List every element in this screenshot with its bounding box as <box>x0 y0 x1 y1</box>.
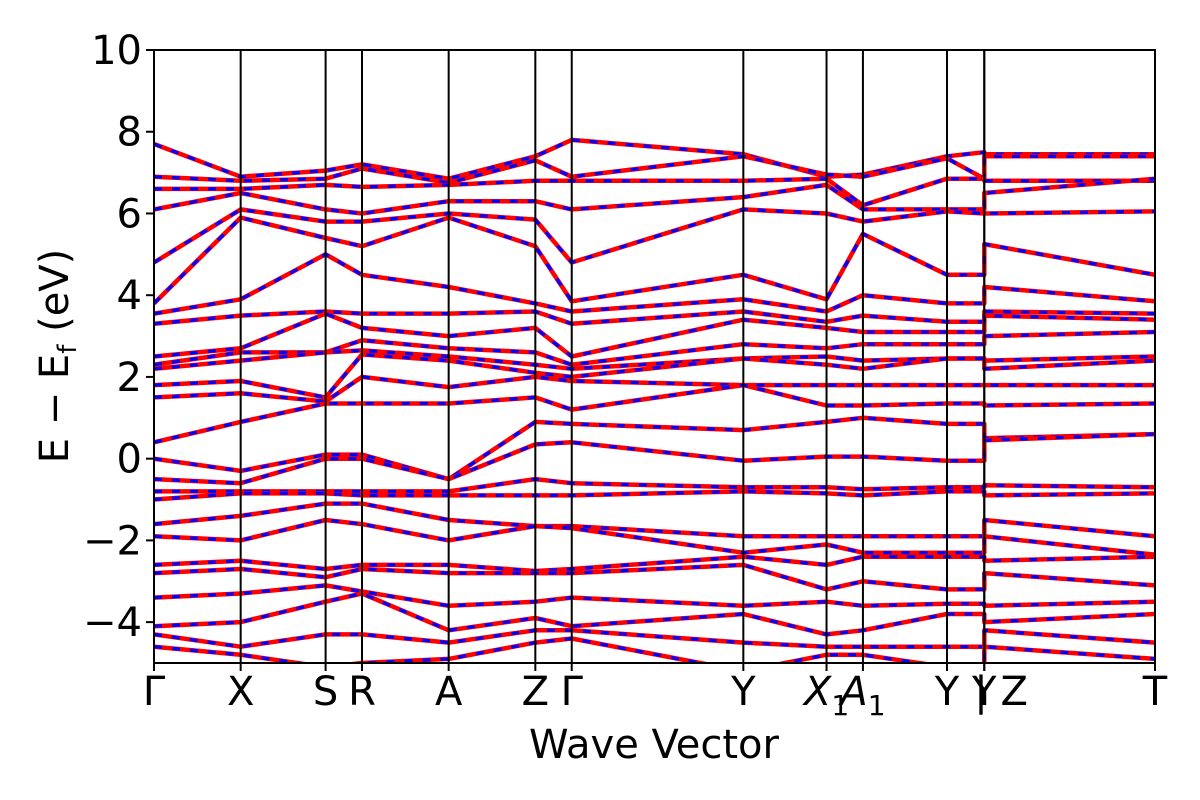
y-axis-ticks: −4 −2 0 2 4 6 8 10 <box>83 28 154 646</box>
band-21-spin-down <box>154 555 1155 573</box>
band-2-spin-up <box>154 154 1155 186</box>
band-4-spin-down <box>154 177 1155 216</box>
band-20-spin-down <box>154 518 1155 557</box>
kpoint-label: Y <box>971 669 997 715</box>
kpoint-label: S <box>313 669 338 715</box>
band-lines <box>154 137 1155 663</box>
band-23-spin-down <box>154 583 1155 608</box>
band-20-spin-up <box>154 517 1155 557</box>
kpoint-label: T <box>1142 669 1168 715</box>
y-tick-label: −2 <box>83 518 142 564</box>
kpoint-label: X <box>227 669 254 715</box>
kpoint-label: | Z <box>974 669 1028 715</box>
y-tick-label: 6 <box>117 191 142 237</box>
band-19-spin-up <box>154 501 1155 539</box>
band-19-spin-down <box>154 502 1155 538</box>
y-tick-label: 2 <box>117 355 142 401</box>
kpoint-label: Z <box>522 669 549 715</box>
y-axis-title-sub: f <box>53 344 83 354</box>
band-1-spin-down <box>154 138 1155 181</box>
band-3-spin-up <box>154 176 1155 208</box>
band-6-spin-down <box>154 216 1155 305</box>
plot-frame <box>153 49 1156 664</box>
band-10-spin-down <box>154 330 1155 367</box>
kpoint-divider-lines <box>239 50 986 663</box>
y-tick-label: 0 <box>117 437 142 483</box>
kpoint-label: A1 <box>837 669 885 722</box>
kpoint-label: X1 <box>802 669 849 722</box>
band-18-spin-up <box>154 489 1155 502</box>
kpoint-label: Y <box>934 669 960 715</box>
band-9-spin-down <box>154 312 1155 359</box>
x-axis-title: Wave Vector <box>529 722 780 768</box>
band-16-spin-down <box>154 432 1155 485</box>
band-5-spin-down <box>154 207 1155 265</box>
band-17-spin-down <box>154 477 1155 493</box>
band-12-spin-down <box>154 352 1155 399</box>
kpoint-label: Γ <box>143 669 166 715</box>
band-1-spin-up <box>154 137 1155 181</box>
band-24-spin-down <box>154 591 1155 637</box>
band-26-spin-down <box>154 636 1155 663</box>
y-axis-title-unit: (eV) <box>32 249 78 345</box>
y-tick-label: −4 <box>83 600 142 646</box>
band-14-spin-down <box>154 383 1155 444</box>
band-17-spin-up <box>154 476 1155 494</box>
band-22-spin-down <box>154 563 1155 592</box>
y-axis-title-main: E − E <box>32 354 78 464</box>
y-axis-title: E − Ef (eV) <box>32 249 83 464</box>
y-tick-label: 8 <box>117 110 142 156</box>
kpoint-label: Y <box>730 669 756 715</box>
band-8-spin-down <box>154 309 1155 326</box>
band-7-spin-up <box>154 252 1155 316</box>
band-7-spin-down <box>154 252 1155 316</box>
kpoint-label: A <box>435 669 463 715</box>
band-11-spin-down <box>154 348 1155 371</box>
band-15-spin-down <box>154 416 1155 481</box>
y-tick-label: 4 <box>117 273 142 319</box>
band-25-spin-down <box>154 628 1155 649</box>
y-tick-label: 10 <box>91 28 142 74</box>
kpoint-label: Γ <box>561 669 584 715</box>
kpoint-label: R <box>348 669 376 715</box>
